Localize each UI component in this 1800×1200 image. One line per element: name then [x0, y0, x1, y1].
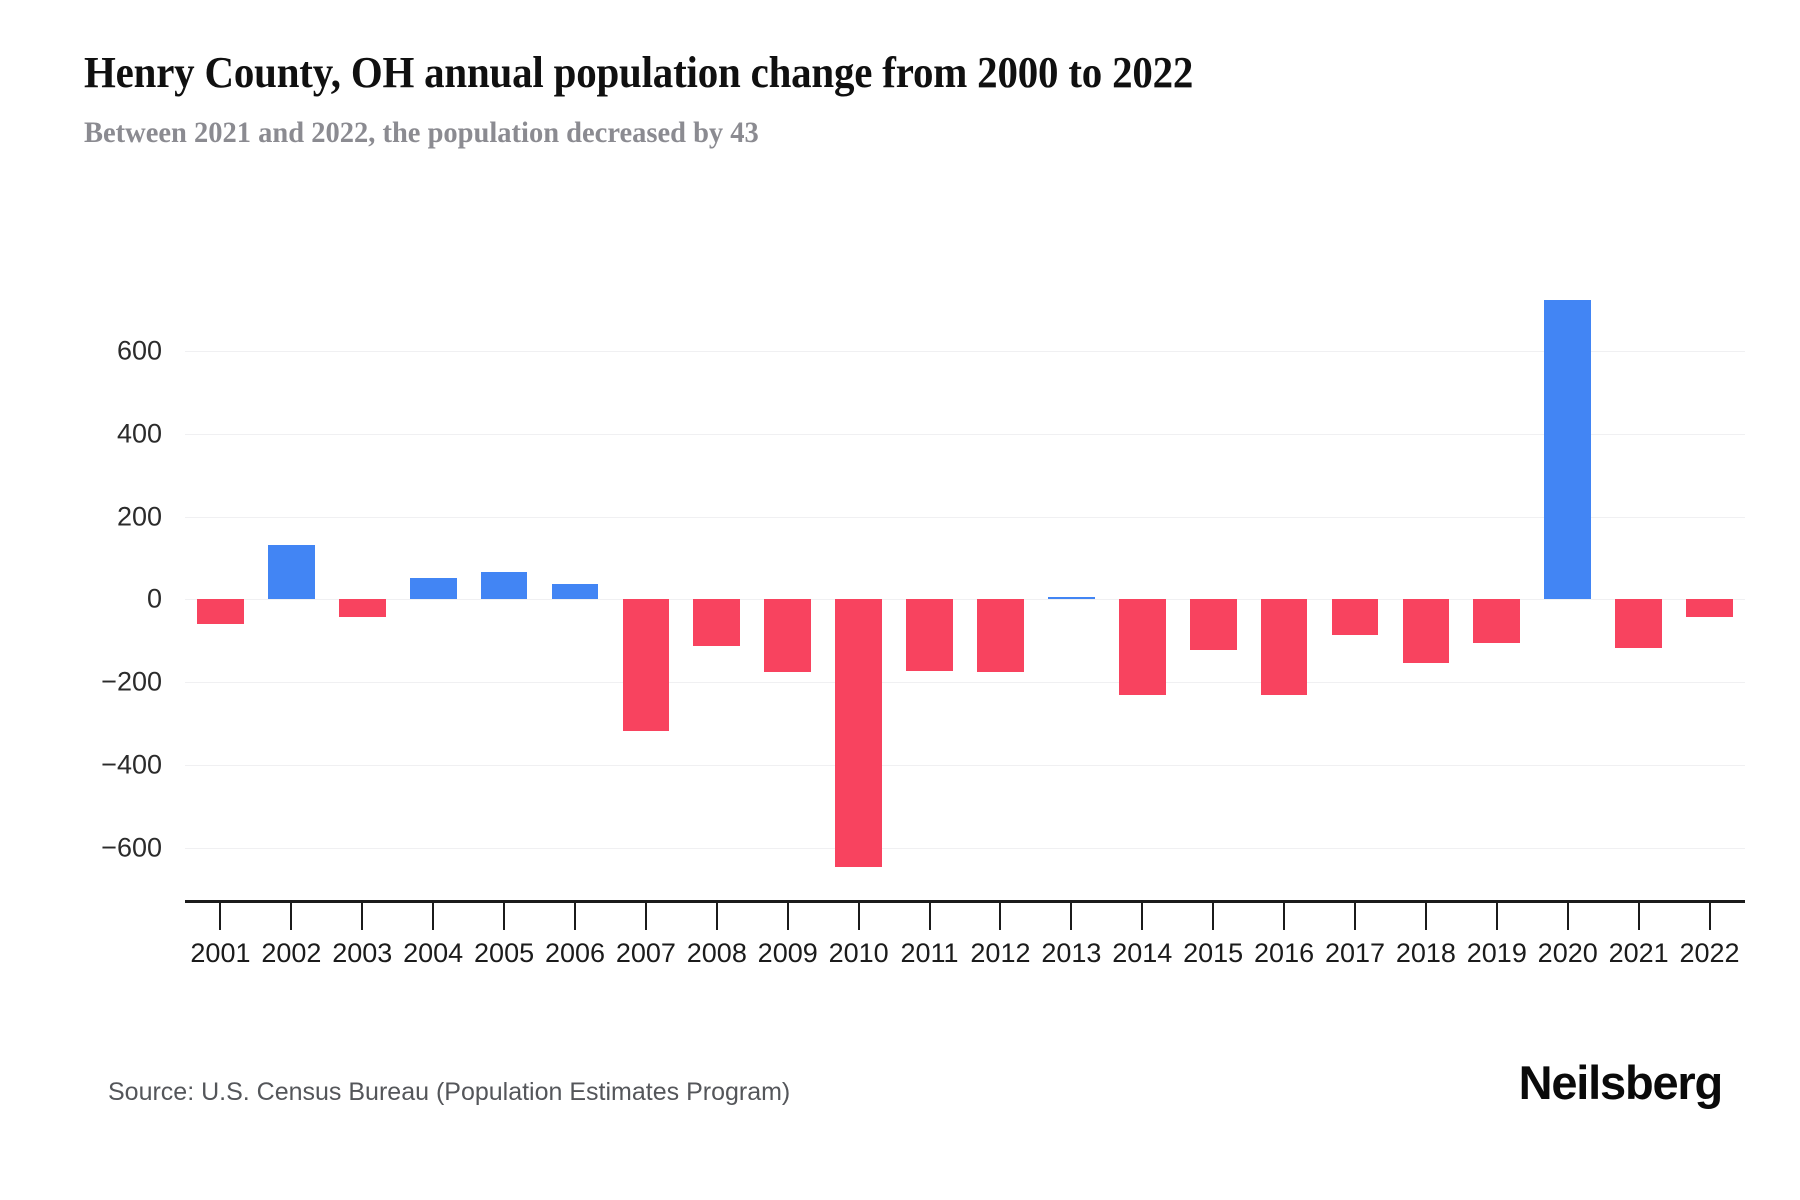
bar-2007[interactable] — [622, 599, 670, 731]
x-tick-label-2018: 2018 — [1395, 938, 1456, 968]
bar-2018[interactable] — [1402, 599, 1450, 664]
x-tick-2013 — [1070, 901, 1073, 930]
brand-logo: Neilsberg — [1518, 1056, 1724, 1109]
y-tick-label: −600 — [101, 832, 162, 863]
x-tick-label-2009: 2009 — [757, 938, 818, 968]
bar-2016[interactable] — [1260, 599, 1308, 695]
x-tick-2016 — [1283, 901, 1286, 930]
bar-2005[interactable] — [480, 571, 528, 600]
y-tick-label: −400 — [101, 749, 162, 780]
x-tick-2015 — [1212, 901, 1215, 930]
bar-2002[interactable] — [267, 545, 315, 600]
x-tick-label-2004: 2004 — [403, 938, 464, 968]
x-tick-2007 — [644, 901, 647, 930]
chart-subtitle: Between 2021 and 2022, the population de… — [84, 116, 759, 150]
bar-2010[interactable] — [835, 599, 883, 868]
x-tick-2011 — [928, 901, 931, 930]
bar-2003[interactable] — [338, 599, 386, 617]
x-tick-2005 — [503, 901, 506, 930]
gridline-0 — [185, 599, 1745, 601]
bar-2020[interactable] — [1544, 299, 1592, 600]
y-tick-label: 200 — [116, 501, 162, 531]
x-tick-label-2007: 2007 — [615, 938, 676, 968]
x-tick-2020 — [1566, 901, 1569, 930]
x-tick-label-2006: 2006 — [544, 938, 606, 968]
x-tick-label-2022: 2022 — [1679, 938, 1740, 968]
x-tick-label-2008: 2008 — [686, 938, 747, 968]
x-tick-2001 — [219, 901, 222, 930]
gridline-400 — [185, 433, 1745, 435]
x-tick-2008 — [715, 901, 718, 930]
x-tick-label-2014: 2014 — [1112, 938, 1173, 968]
x-tick-label-2021: 2021 — [1608, 938, 1669, 968]
source-note: Source: U.S. Census Bureau (Population E… — [108, 1078, 791, 1106]
bar-2008[interactable] — [693, 599, 741, 647]
bar-2001[interactable] — [197, 599, 244, 624]
page-title: Henry County, OH annual population chang… — [84, 48, 1194, 97]
bar-2014[interactable] — [1118, 599, 1166, 695]
bar-2009[interactable] — [764, 599, 812, 673]
x-tick-label-2001: 2001 — [190, 938, 251, 968]
x-tick-label-2016: 2016 — [1254, 938, 1315, 968]
x-tick-2012 — [999, 901, 1002, 930]
x-axis-line — [185, 900, 1745, 903]
x-tick-label-2015: 2015 — [1183, 938, 1244, 968]
x-tick-label-2002: 2002 — [261, 938, 322, 968]
bar-2015[interactable] — [1189, 599, 1237, 650]
bar-2017[interactable] — [1331, 599, 1379, 635]
gridline-600 — [185, 350, 1745, 352]
x-tick-label-2005: 2005 — [474, 938, 535, 968]
x-tick-2010 — [857, 901, 860, 930]
x-tick-2022 — [1708, 901, 1711, 930]
x-tick-2004 — [432, 901, 435, 930]
bar-2004[interactable] — [409, 577, 457, 600]
gridline--200 — [185, 682, 1745, 684]
y-tick-label: 0 — [146, 583, 162, 614]
y-tick-label: −200 — [101, 666, 162, 697]
gridline--400 — [185, 764, 1745, 766]
x-tick-2002 — [290, 901, 293, 930]
bar-2021[interactable] — [1615, 599, 1663, 648]
x-tick-2018 — [1424, 901, 1427, 930]
bar-2022[interactable] — [1686, 599, 1733, 618]
x-tick-2014 — [1141, 901, 1144, 930]
x-tick-2003 — [361, 901, 364, 930]
x-tick-2017 — [1354, 901, 1356, 930]
gridline-200 — [185, 516, 1745, 518]
bar-2012[interactable] — [977, 599, 1024, 673]
bar-2011[interactable] — [906, 599, 953, 671]
x-tick-label-2017: 2017 — [1324, 938, 1386, 968]
bar-2013[interactable] — [1047, 597, 1095, 600]
y-tick-label: 400 — [116, 418, 162, 449]
x-tick-2009 — [786, 901, 789, 930]
x-tick-label-2012: 2012 — [970, 938, 1031, 968]
x-tick-label-2003: 2003 — [332, 938, 393, 968]
x-tick-2021 — [1637, 901, 1640, 930]
x-tick-label-2019: 2019 — [1466, 938, 1527, 968]
bar-2006[interactable] — [551, 583, 599, 600]
x-tick-label-2011: 2011 — [900, 938, 959, 968]
x-tick-2019 — [1495, 901, 1498, 930]
chart-header: Henry County, OH annual population chang… — [84, 48, 1724, 151]
x-tick-label-2020: 2020 — [1537, 938, 1598, 968]
x-tick-label-2013: 2013 — [1041, 938, 1102, 968]
y-tick-label: 600 — [116, 335, 162, 366]
bar-2019[interactable] — [1473, 599, 1521, 644]
gridline--600 — [185, 847, 1745, 849]
x-tick-label-2010: 2010 — [828, 938, 889, 968]
x-tick-2006 — [574, 901, 576, 930]
